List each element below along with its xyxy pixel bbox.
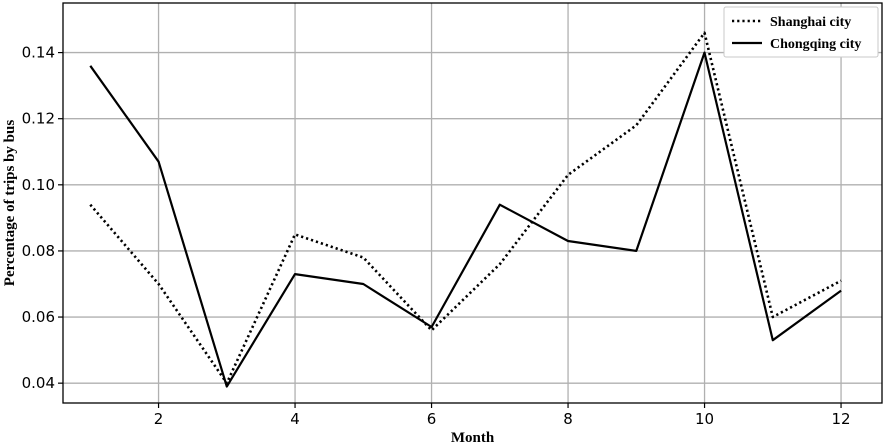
legend-label-chongqing: Chongqing city: [770, 37, 861, 52]
x-tick-label: 6: [427, 410, 437, 428]
y-tick-label: 0.06: [22, 308, 55, 326]
series-line-shanghai: [89, 31, 842, 385]
y-tick-label: 0.12: [22, 110, 55, 128]
grid-lines: [63, 3, 882, 403]
y-tick-label: 0.14: [22, 44, 55, 62]
plot-area-frame: [62, 2, 883, 404]
axis-ticks: 2 4 6 8 10 12 0.04 0.06 0.08 0.10 0.12 0.14: [22, 44, 851, 428]
y-tick-label: 0.10: [22, 176, 55, 194]
x-axis-title: Month: [451, 430, 495, 445]
series-line-chongqing: [89, 51, 842, 388]
x-tick-label: 2: [154, 410, 164, 428]
legend: Shanghai city Chongqing city: [723, 6, 879, 58]
series-lines: [89, 31, 842, 388]
y-axis-title: Percentage of trips by bus: [2, 120, 18, 287]
y-tick-label: 0.04: [22, 374, 55, 392]
x-tick-label: 12: [832, 410, 851, 428]
legend-box: [723, 6, 879, 58]
x-tick-label: 8: [563, 410, 573, 428]
x-tick-label: 4: [290, 410, 300, 428]
y-tick-label: 0.08: [22, 242, 55, 260]
x-tick-label: 10: [695, 410, 714, 428]
legend-label-shanghai: Shanghai city: [770, 15, 851, 30]
